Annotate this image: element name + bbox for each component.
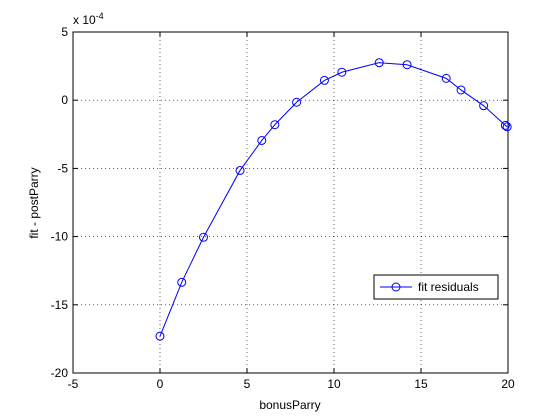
legend: fit residuals (373, 274, 499, 300)
x-tick-label: 10 (327, 377, 341, 391)
data-point (270, 120, 280, 130)
x-tick-label: 5 (244, 377, 251, 391)
data-point (337, 67, 347, 77)
legend-marker-swatch (391, 282, 401, 292)
data-point (155, 331, 165, 341)
series-layer (155, 58, 512, 341)
data-point (441, 73, 451, 83)
series-line-fit-residuals (159, 62, 508, 337)
data-point (479, 101, 489, 111)
exponent-power: -4 (96, 11, 104, 21)
y-tick-label: -20 (51, 366, 69, 380)
data-point (199, 232, 208, 242)
x-tick-label: 20 (501, 377, 515, 391)
axis-ticks: -5 0 5 10 15 20 -20 -15 -10 -5 0 5 (51, 25, 515, 391)
data-point (402, 60, 412, 70)
data-point (235, 165, 245, 175)
y-tick-label: 0 (61, 93, 68, 107)
data-point (374, 58, 384, 68)
exponent-label: x 10-4 (73, 11, 104, 27)
x-axis-label: bonusParry (259, 398, 320, 412)
legend-entry-fit-residuals: fit residuals (418, 280, 479, 294)
data-point (502, 122, 512, 132)
y-axis-label: fit - postParry (27, 167, 41, 238)
y-tick-label: -15 (51, 298, 69, 312)
y-tick-label: 5 (61, 25, 68, 39)
data-point (292, 97, 302, 107)
x-tick-label: 15 (414, 377, 428, 391)
data-point (500, 120, 510, 130)
y-tick-label: -10 (51, 230, 69, 244)
y-tick-label: -5 (57, 161, 68, 175)
data-point (257, 135, 267, 145)
x-tick-label: 0 (157, 377, 164, 391)
data-point (319, 75, 329, 85)
data-point (177, 277, 187, 287)
plot-area-frame (72, 31, 509, 374)
x-tick-label: -5 (68, 377, 79, 391)
data-point (456, 85, 466, 95)
grid-layer (73, 32, 508, 373)
